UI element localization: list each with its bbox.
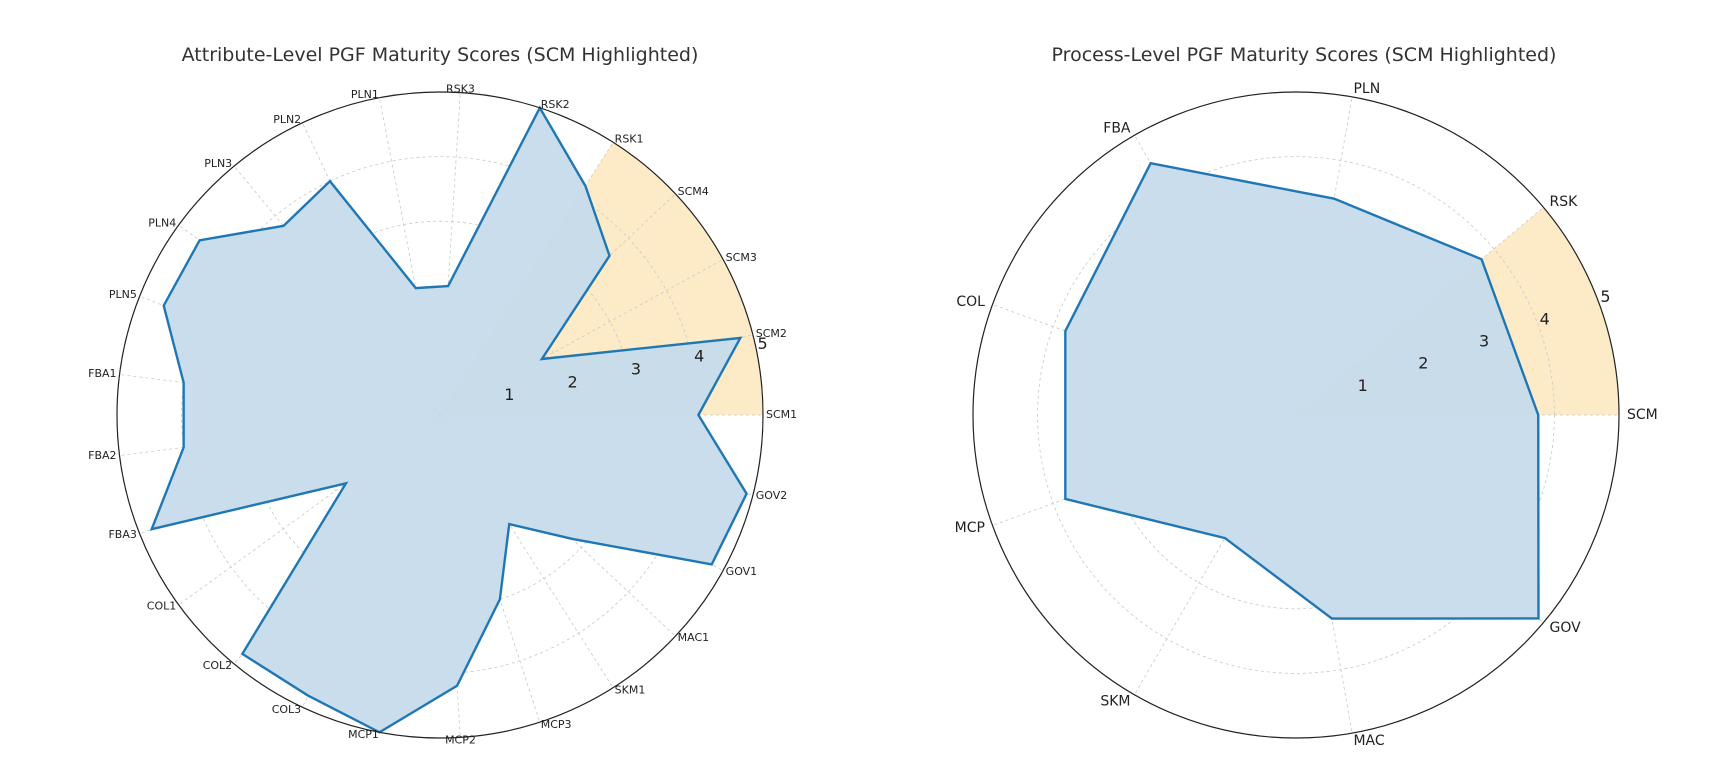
category-label-scm2: SCM2: [756, 327, 787, 340]
r-tick-label: 5: [757, 334, 767, 353]
r-tick-label: 4: [1540, 309, 1550, 328]
data-polygon: [1064, 161, 1540, 620]
r-tick-label: 3: [1479, 332, 1489, 351]
category-label-col1: COL1: [147, 600, 176, 613]
category-label-skm: SKM: [1100, 694, 1130, 710]
category-label-fba3: FBA3: [108, 528, 136, 541]
process-radar-panel: Process-Level PGF Maturity Scores (SCM H…: [880, 0, 1728, 768]
category-label-gov2: GOV2: [756, 489, 788, 502]
process-chart-title: Process-Level PGF Maturity Scores (SCM H…: [1051, 44, 1557, 66]
category-label-scm1: SCM1: [766, 408, 797, 421]
category-label-col: COL: [956, 294, 985, 310]
r-tick-label: 1: [504, 385, 514, 404]
attribute-radar-chart: 1 2 3 4 5 SCM1 SCM2 SCM3 SCM4 RSK1 RSK2 RSK3 PLN1 PLN…: [88, 83, 797, 747]
category-label-pln: PLN: [1353, 81, 1380, 97]
category-label-mcp2: MCP2: [445, 733, 476, 746]
category-label-gov: GOV: [1550, 620, 1582, 636]
process-radar-chart: 1 2 3 4 5 SCM RSK PLN FBA COL MCP SKM MAC GOV: [955, 81, 1658, 749]
outer-circle: [972, 91, 1620, 739]
category-label-fba2: FBA2: [88, 449, 116, 462]
category-label-scm: SCM: [1627, 407, 1658, 423]
category-label-pln1: PLN1: [351, 88, 379, 101]
r-tick-label: 5: [1600, 287, 1610, 306]
r-tick-label: 4: [694, 347, 704, 366]
category-label-mac: MAC: [1353, 733, 1384, 749]
r-tick-label: 3: [631, 359, 641, 378]
category-label-fba1: FBA1: [88, 367, 116, 380]
category-label-col3: COL3: [272, 703, 301, 716]
r-tick-label: 1: [1358, 376, 1368, 395]
category-label-gov1: GOV1: [726, 565, 758, 578]
attribute-radar-panel: Attribute-Level PGF Maturity Scores (SCM…: [88, 44, 797, 747]
category-label-rsk2: RSK2: [541, 98, 570, 111]
r-tick-label: 2: [1418, 354, 1428, 373]
category-label-pln5: PLN5: [109, 288, 137, 301]
category-label-rsk: RSK: [1550, 194, 1579, 210]
category-label-pln4: PLN4: [148, 216, 176, 229]
category-label-mcp1: MCP1: [348, 728, 379, 741]
category-label-scm4: SCM4: [678, 185, 709, 198]
attribute-chart-title: Attribute-Level PGF Maturity Scores (SCM…: [181, 44, 699, 66]
category-label-mcp: MCP: [955, 520, 985, 536]
category-label-mac1: MAC1: [678, 631, 710, 644]
category-label-pln3: PLN3: [204, 157, 232, 170]
category-label-fba: FBA: [1103, 120, 1131, 136]
category-label-pln2: PLN2: [273, 113, 301, 126]
r-tick-label: 2: [568, 372, 578, 391]
data-polygon: [149, 105, 748, 734]
category-label-skm1: SKM1: [615, 683, 646, 696]
category-label-rsk1: RSK1: [615, 133, 644, 146]
category-label-mcp3: MCP3: [541, 718, 572, 731]
category-label-col2: COL2: [203, 659, 232, 672]
category-label-rsk3: RSK3: [446, 83, 475, 96]
outer-circle: [116, 91, 764, 739]
category-label-scm3: SCM3: [726, 251, 757, 264]
